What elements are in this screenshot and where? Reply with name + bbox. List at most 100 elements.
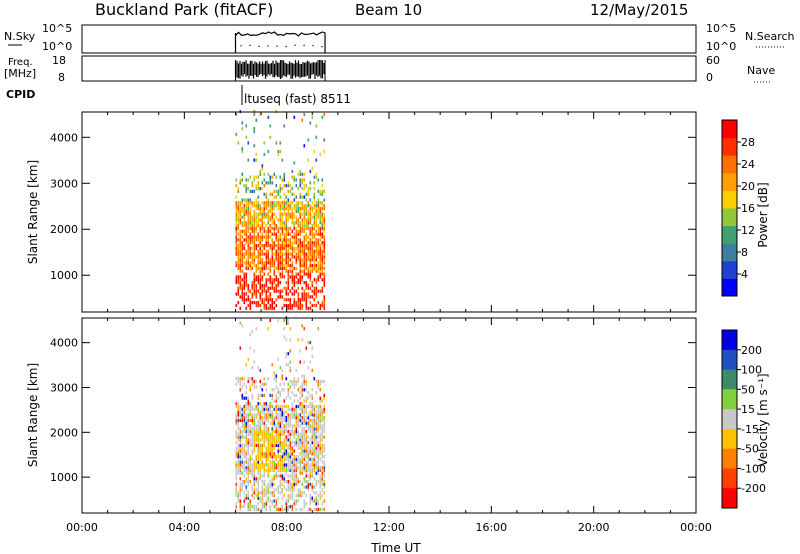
data-cell	[269, 404, 272, 409]
data-cell	[255, 493, 258, 498]
data-cell	[305, 446, 308, 450]
data-cell	[255, 204, 258, 208]
data-cell	[277, 152, 280, 156]
data-cell	[283, 416, 286, 420]
colorbar-swatch	[722, 190, 737, 209]
data-cell	[271, 502, 274, 506]
data-cell	[321, 468, 324, 472]
data-cell	[257, 471, 260, 475]
data-cell	[251, 258, 254, 262]
data-cell	[255, 244, 258, 248]
data-cell	[245, 488, 248, 492]
data-cell	[293, 115, 296, 119]
data-cell	[255, 283, 258, 288]
colorbar-swatch	[722, 369, 737, 390]
data-cell	[301, 252, 304, 256]
data-cell	[239, 241, 242, 245]
data-cell	[289, 463, 292, 467]
data-cell	[259, 474, 262, 478]
data-cell	[283, 493, 286, 498]
data-cell	[265, 493, 268, 498]
data-cell	[237, 416, 240, 420]
data-cell	[235, 493, 238, 498]
data-cell	[317, 452, 320, 456]
data-cell	[307, 435, 310, 439]
data-cell	[237, 201, 240, 205]
data-cell	[235, 471, 238, 475]
data-cell	[269, 235, 272, 239]
data-cell	[271, 466, 274, 470]
data-cell	[313, 446, 316, 450]
data-cell	[243, 229, 246, 233]
data-cell	[277, 295, 280, 299]
data-cell	[245, 198, 248, 202]
data-cell	[321, 226, 324, 231]
data-cell	[303, 212, 306, 216]
data-cell	[237, 263, 240, 268]
data-cell	[281, 446, 284, 450]
data-cell	[271, 192, 274, 196]
data-cell	[249, 424, 252, 428]
data-cell	[285, 201, 288, 205]
data-cell	[321, 221, 324, 225]
data-cell	[257, 455, 260, 459]
data-cell	[299, 446, 302, 450]
data-cell	[293, 192, 296, 196]
data-cell	[273, 281, 276, 285]
data-cell	[307, 416, 310, 420]
data-cell	[241, 221, 244, 225]
data-cell	[315, 466, 318, 470]
data-cell	[257, 303, 260, 308]
data-cell	[275, 298, 278, 302]
data-cell	[235, 303, 238, 308]
data-cell	[313, 278, 316, 282]
data-cell	[267, 181, 270, 185]
data-cell	[293, 485, 296, 489]
data-cell	[265, 463, 268, 467]
data-cell	[277, 446, 280, 450]
data-cell	[241, 295, 244, 299]
data-cell	[259, 429, 262, 434]
data-cell	[269, 278, 272, 282]
data-cell	[279, 418, 282, 422]
data-cell	[303, 241, 306, 245]
data-cell	[265, 241, 268, 245]
data-cell	[313, 249, 316, 253]
data-cell	[293, 385, 296, 389]
data-cell	[267, 410, 270, 414]
data-cell	[323, 404, 326, 409]
data-cell	[249, 212, 252, 216]
data-cell	[281, 272, 284, 276]
data-cell	[305, 261, 308, 265]
data-cell	[259, 491, 262, 495]
data-cell	[279, 480, 282, 484]
data-cell	[257, 466, 260, 470]
data-cell	[299, 209, 302, 213]
data-cell	[277, 241, 280, 245]
data-cell	[319, 418, 322, 422]
data-cell	[319, 263, 322, 268]
data-cell	[295, 493, 298, 498]
data-cell	[255, 229, 258, 233]
data-cell	[311, 283, 314, 288]
data-cell	[317, 241, 320, 245]
data-cell	[291, 241, 294, 245]
data-cell	[315, 410, 318, 414]
data-cell	[317, 252, 320, 256]
data-cell	[235, 132, 238, 136]
data-cell	[311, 266, 314, 270]
data-cell	[237, 141, 240, 145]
data-cell	[247, 249, 250, 253]
data-cell	[249, 266, 252, 270]
data-cell	[315, 212, 318, 216]
data-cell	[317, 226, 320, 231]
data-cell	[289, 449, 292, 453]
data-cell	[261, 232, 264, 236]
data-cell	[271, 258, 274, 262]
data-cell	[279, 366, 282, 370]
data-cell	[283, 209, 286, 213]
data-cell	[257, 201, 260, 205]
data-cell	[249, 438, 252, 442]
data-cell	[315, 471, 318, 475]
data-cell	[319, 435, 322, 439]
